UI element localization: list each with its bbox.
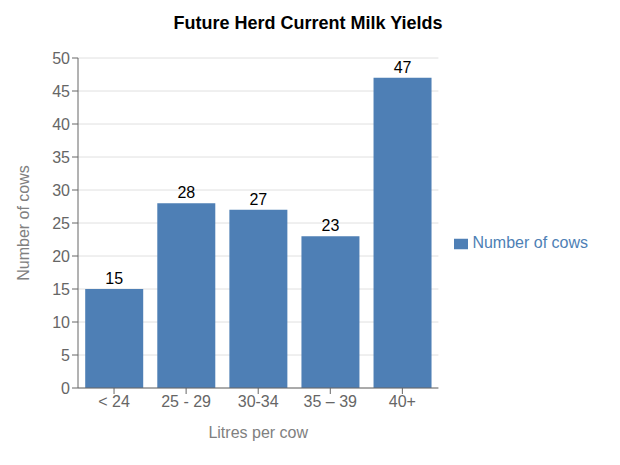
svg-text:10: 10 [52,314,70,331]
svg-text:30-34: 30-34 [238,393,279,410]
svg-text:25 - 29: 25 - 29 [161,393,211,410]
svg-text:23: 23 [322,217,340,234]
svg-text:47: 47 [394,59,412,76]
svg-text:50: 50 [52,50,70,67]
svg-text:40+: 40+ [389,393,416,410]
svg-text:15: 15 [52,281,70,298]
svg-text:5: 5 [61,347,70,364]
svg-text:35 – 39: 35 – 39 [304,393,357,410]
svg-text:30: 30 [52,182,70,199]
svg-text:0: 0 [61,380,70,397]
svg-text:40: 40 [52,116,70,133]
svg-text:15: 15 [105,270,123,287]
svg-text:20: 20 [52,248,70,265]
svg-text:28: 28 [177,184,195,201]
svg-text:Number of cows: Number of cows [15,165,32,281]
html-text:Future Herd Current Milk Yield: Future Herd Current Milk Yields [173,13,443,33]
svg-text:35: 35 [52,149,70,166]
svg-text:45: 45 [52,83,70,100]
svg-text:< 24: < 24 [98,393,130,410]
svg-text:Litres per cow: Litres per cow [208,424,308,441]
html-text:Number of cows: Number of cows [472,234,588,251]
svg-text:25: 25 [52,215,70,232]
svg-text:27: 27 [249,191,267,208]
